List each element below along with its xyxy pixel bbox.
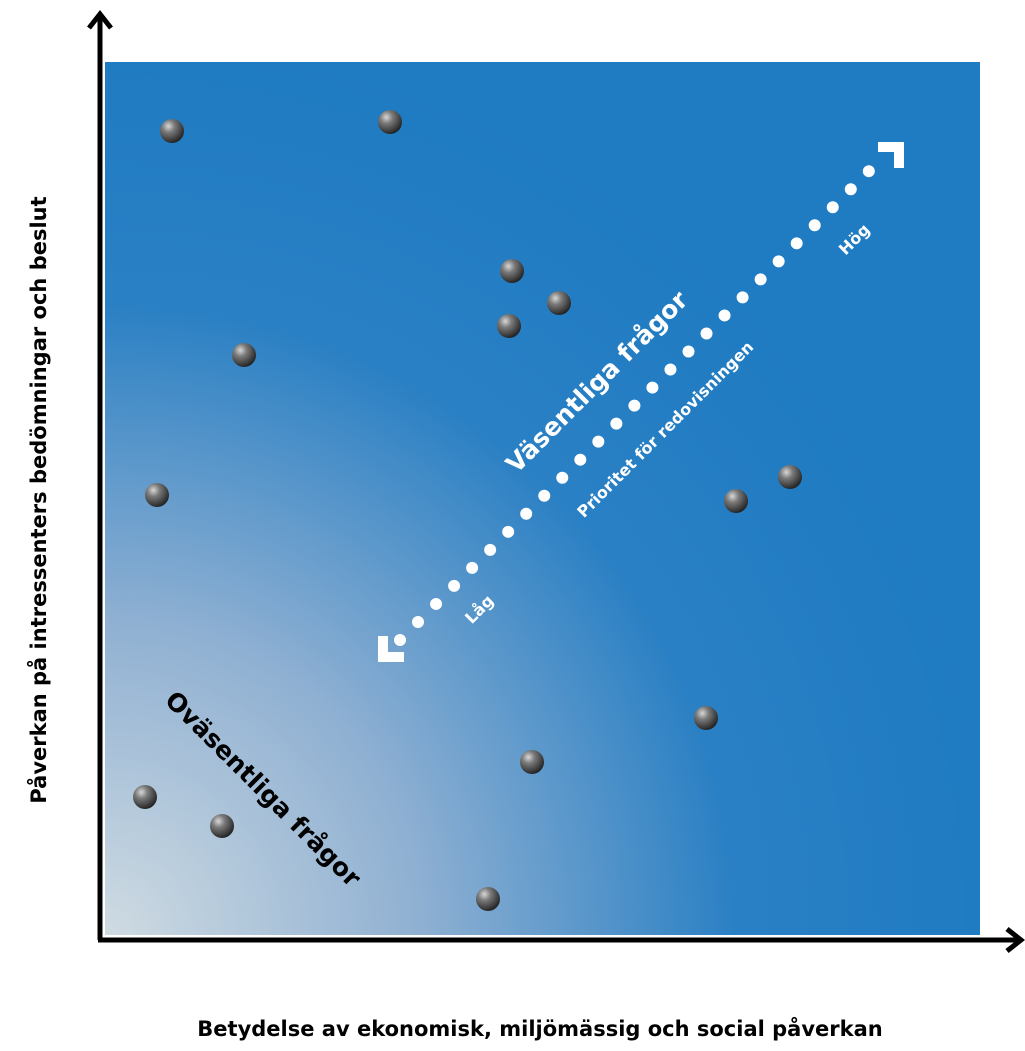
issue bbox=[133, 785, 157, 809]
issues bbox=[133, 110, 802, 911]
priority-dots bbox=[394, 154, 886, 646]
issue bbox=[520, 750, 544, 774]
issue bbox=[547, 291, 571, 315]
issue bbox=[145, 483, 169, 507]
issue bbox=[724, 489, 748, 513]
x-axis-label: Betydelse av ekonomisk, miljömässig och … bbox=[197, 1016, 882, 1041]
low-corner bbox=[378, 636, 404, 662]
axes bbox=[87, 9, 1025, 953]
issue bbox=[500, 259, 524, 283]
issue bbox=[476, 887, 500, 911]
issue bbox=[497, 314, 521, 338]
issue bbox=[778, 465, 802, 489]
y-axis-label: Påverkan på intressenters bedömningar oc… bbox=[26, 196, 51, 803]
issue bbox=[210, 814, 234, 838]
issue bbox=[378, 110, 402, 134]
issue bbox=[160, 119, 184, 143]
x-arrow bbox=[1005, 927, 1025, 953]
issue bbox=[694, 706, 718, 730]
issue bbox=[232, 343, 256, 367]
high-corner bbox=[878, 142, 904, 168]
y-arrow bbox=[87, 9, 113, 30]
